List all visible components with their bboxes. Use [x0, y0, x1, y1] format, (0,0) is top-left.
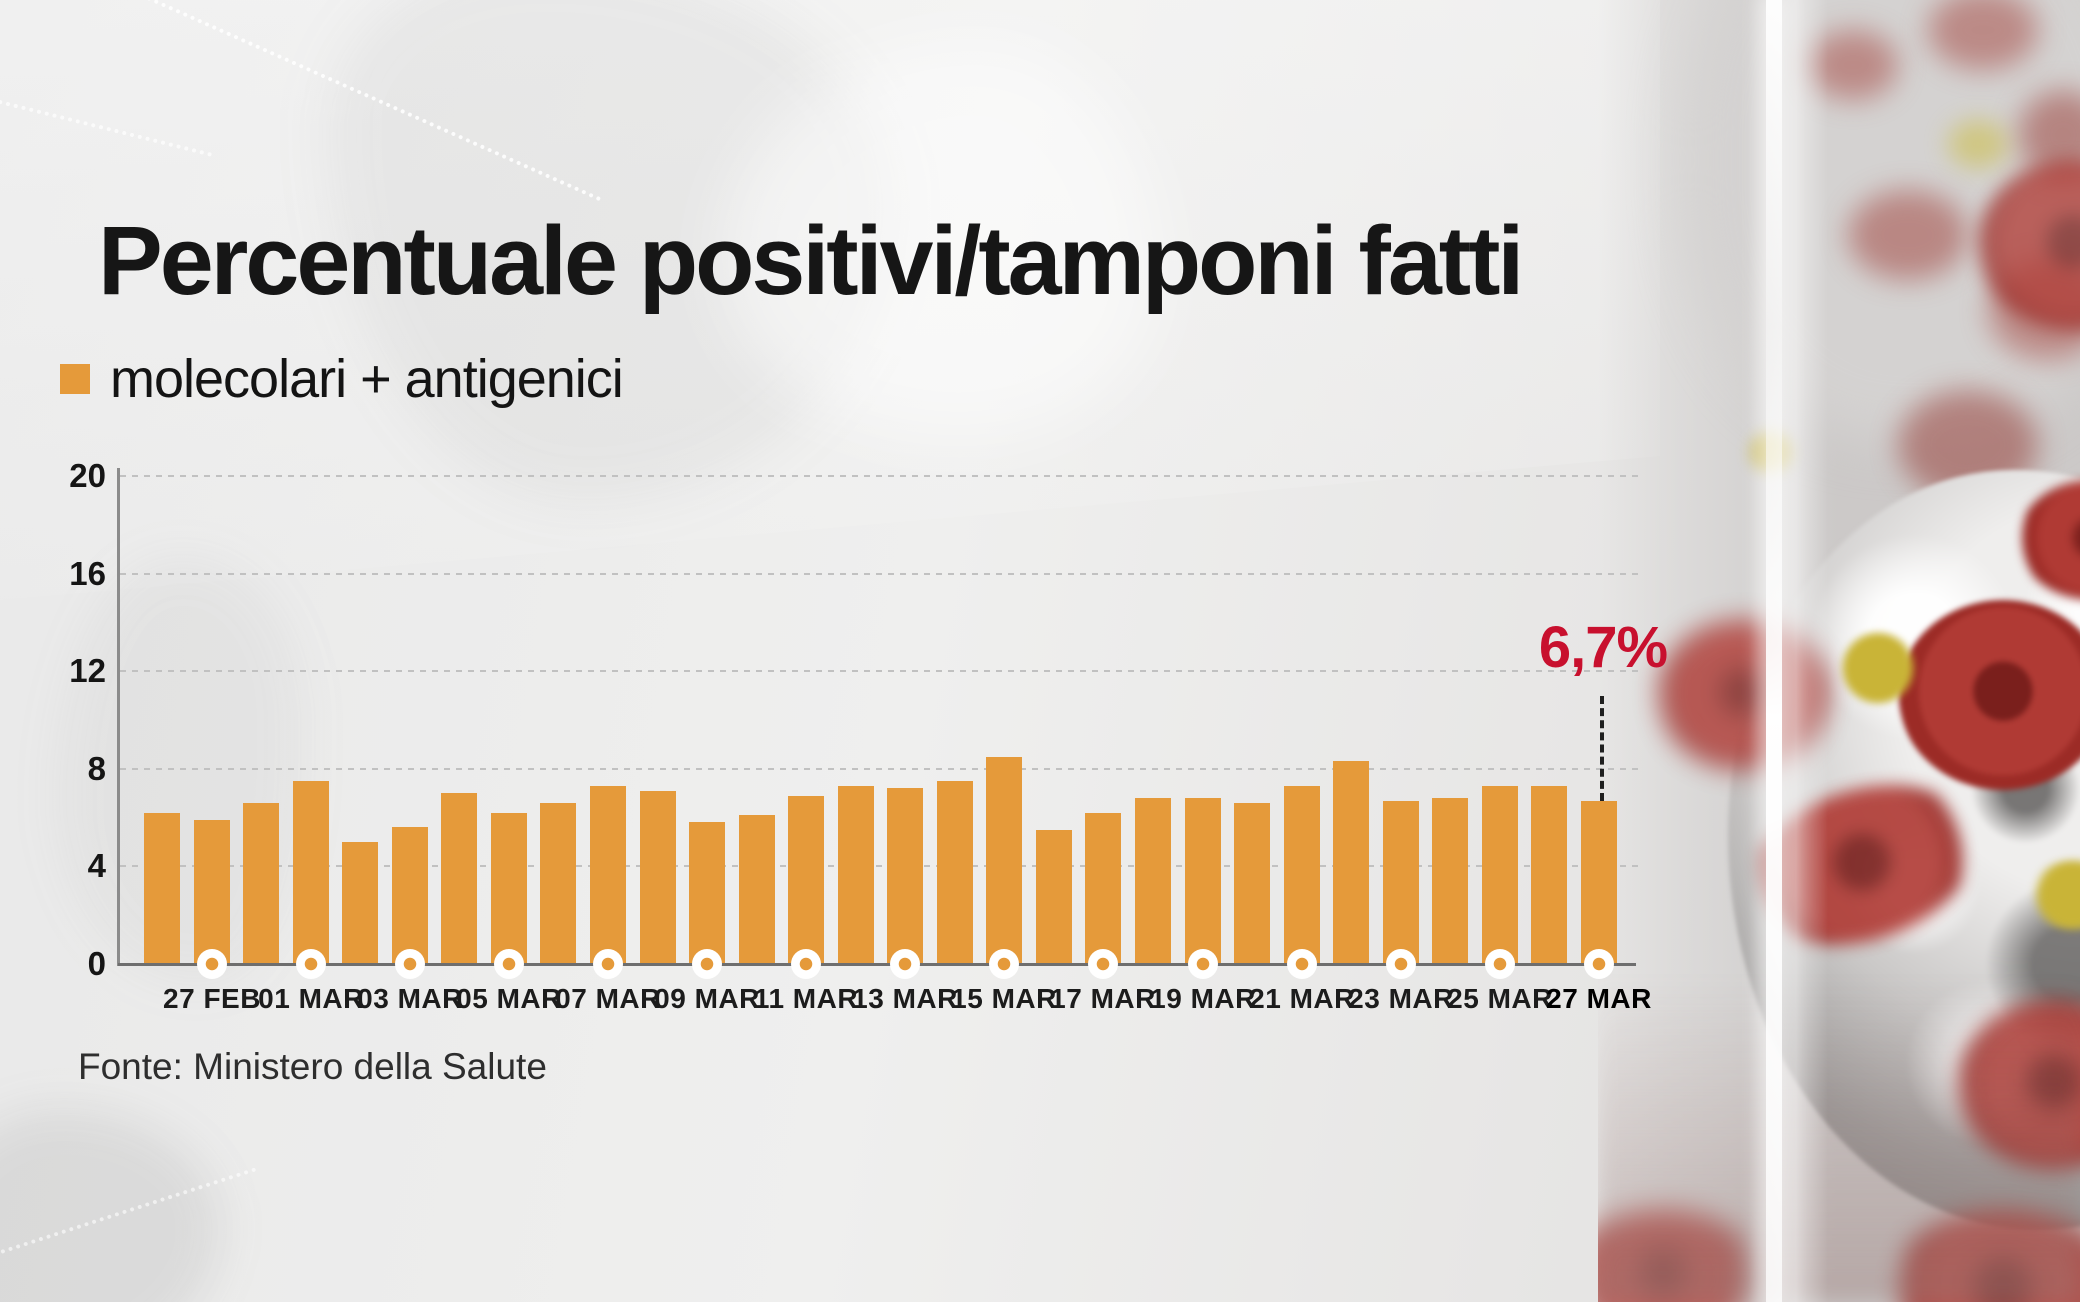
x-tick-label: 13 MAR: [852, 983, 958, 1014]
baseline-marker: [1088, 949, 1118, 979]
bar: [1234, 803, 1270, 964]
bar: [1333, 761, 1369, 964]
baseline-marker: [1386, 949, 1416, 979]
coronavirus-photo: [1598, 0, 2080, 1302]
baseline-marker: [692, 949, 722, 979]
bar: [689, 822, 725, 964]
glass-reflection-soft: [1748, 0, 1828, 1302]
bar: [1383, 801, 1419, 964]
bar: [441, 793, 477, 964]
virus-spike-red: [1898, 600, 2080, 790]
bar: [1581, 801, 1617, 964]
source-note: Fonte: Ministero della Salute: [78, 1046, 547, 1087]
y-tick-label: 20: [69, 457, 106, 494]
bar: [1185, 798, 1221, 964]
baseline-marker: [593, 949, 623, 979]
x-tick-label: 21 MAR: [1249, 983, 1355, 1014]
x-tick-label: 01 MAR: [258, 983, 364, 1014]
bar: [491, 813, 527, 964]
bar: [392, 827, 428, 964]
glass-reflection-streak: [1766, 0, 1782, 1302]
bar: [1432, 798, 1468, 964]
y-tick-label: 0: [87, 945, 106, 982]
gridline: [120, 670, 1642, 673]
x-tick-label: 23 MAR: [1348, 983, 1454, 1014]
baseline-marker: [1584, 949, 1614, 979]
bar: [342, 842, 378, 964]
x-tick-label: 15 MAR: [951, 983, 1057, 1014]
x-tick-label: 17 MAR: [1050, 983, 1156, 1014]
gridline: [120, 572, 1642, 575]
gridline: [120, 865, 1642, 868]
legend: molecolari + antigenici: [60, 349, 624, 409]
bar: [293, 781, 329, 964]
bar: [1531, 786, 1567, 964]
x-axis-line: [118, 963, 1636, 966]
x-tick-label: 11 MAR: [753, 983, 859, 1014]
bar: [986, 757, 1022, 964]
x-tick-label: 09 MAR: [654, 983, 760, 1014]
virus-spike-blur: [1808, 30, 1898, 100]
y-axis-line: [117, 468, 120, 966]
annotation-dashed-line: [1600, 696, 1604, 801]
virus-spike-red: [1658, 620, 1828, 770]
y-tick-label: 16: [69, 554, 106, 592]
x-tick-label: 25 MAR: [1447, 983, 1553, 1014]
baseline-marker: [1188, 949, 1218, 979]
baseline-marker: [395, 949, 425, 979]
baseline-marker: [494, 949, 524, 979]
bar: [1085, 813, 1121, 964]
y-tick-label: 4: [87, 847, 106, 885]
x-tick-label: 19 MAR: [1150, 983, 1256, 1014]
baseline-marker: [1287, 949, 1317, 979]
gridline: [120, 767, 1642, 770]
baseline-marker: [296, 949, 326, 979]
legend-swatch: [60, 364, 90, 394]
bar: [540, 803, 576, 964]
x-tick-label: 27 MAR: [1546, 983, 1652, 1014]
x-tick-label: 05 MAR: [456, 983, 562, 1014]
baseline-marker: [791, 949, 821, 979]
bar: [937, 781, 973, 964]
bar: [590, 786, 626, 964]
bar: [194, 820, 230, 964]
virus-protein-yellow-blur: [1948, 120, 2008, 168]
bar: [1482, 786, 1518, 964]
x-tick-label: 27 FEB: [163, 983, 261, 1014]
baseline-marker: [989, 949, 1019, 979]
baseline-marker: [197, 949, 227, 979]
virus-spike-blur: [1928, 0, 2038, 70]
page-title: Percentuale positivi/tamponi fatti: [98, 206, 1524, 315]
baseline-marker: [1485, 949, 1515, 979]
x-tick-label: 03 MAR: [357, 983, 463, 1014]
bar: [1284, 786, 1320, 964]
baseline-marker: [890, 949, 920, 979]
photo-bottom-haze: [1598, 980, 2080, 1302]
legend-label: molecolari + antigenici: [110, 349, 624, 409]
y-tick-label: 8: [87, 749, 106, 787]
bar: [739, 815, 775, 964]
bar: [144, 813, 180, 964]
virus-protein-yellow: [1838, 630, 1918, 706]
bar: [640, 791, 676, 964]
annotation-value-label: 6,7%: [1538, 615, 1668, 680]
bar: [1036, 830, 1072, 964]
bar: [1135, 798, 1171, 964]
x-tick-label: 07 MAR: [555, 983, 661, 1014]
gridline: [120, 475, 1642, 477]
bar: [788, 796, 824, 964]
bar: [838, 786, 874, 964]
virus-spike-blur: [1848, 190, 1968, 280]
y-tick-label: 12: [69, 652, 106, 690]
bar: [243, 803, 279, 964]
bar: [887, 788, 923, 964]
